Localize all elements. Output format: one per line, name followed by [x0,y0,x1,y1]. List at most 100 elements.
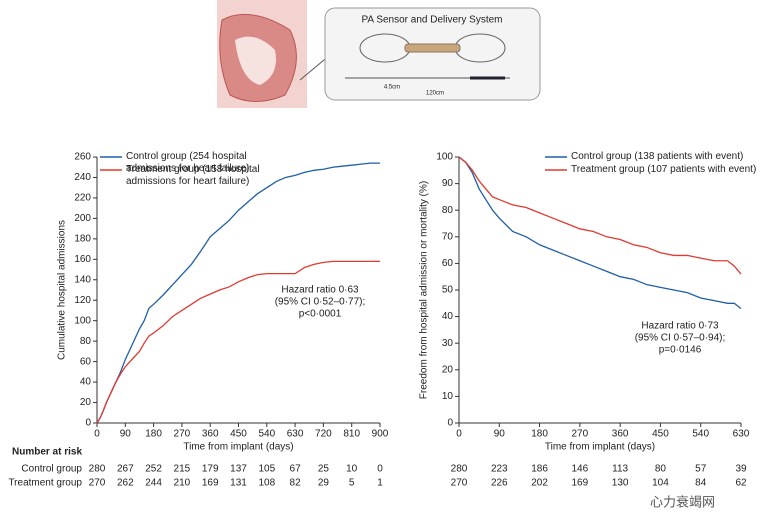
y-tick-label: 30 [442,338,454,349]
y-tick-label: 0 [447,418,453,429]
x-tick-label: 180 [145,429,162,440]
y-tick-label: 70 [442,231,454,242]
y-tick-label: 100 [74,315,91,326]
risk-count: 0 [377,464,383,475]
y-tick-label: 60 [80,356,92,367]
x-tick-label: 270 [572,429,589,440]
data-line [96,162,380,424]
risk-count: 179 [202,464,219,475]
annotation: (95% CI 0·52–0·77); [275,297,366,308]
x-tick-label: 0 [94,429,100,440]
x-tick-label: 270 [174,429,191,440]
illustration: PA Sensor and Delivery System 4.5cm 120c… [217,0,541,108]
sensor [404,43,461,53]
risk-count: 270 [89,478,106,489]
annotation: Hazard ratio 0·63 [281,285,359,296]
y-tick-label: 50 [442,285,454,296]
risk-count: 280 [89,464,106,475]
x-axis-label: Time from implant (days) [183,442,293,453]
x-tick-label: 0 [456,429,462,440]
x-tick-label: 540 [258,429,275,440]
risk-count: 169 [572,478,589,489]
y-tick-label: 80 [80,336,92,347]
risk-count: 82 [290,478,302,489]
y-tick-label: 180 [74,233,91,244]
y-tick-label: 220 [74,193,91,204]
risk-count: 67 [290,464,302,475]
data-line [96,260,380,424]
heart-chamber [235,36,276,85]
risk-count: 186 [531,464,548,475]
risk-count: 226 [491,478,508,489]
risk-count: 57 [695,464,707,475]
legend-label: Control group (254 hospital admissions f… [126,151,250,174]
length-label: 120cm [426,91,444,97]
x-tick-label: 900 [372,429,389,440]
y-tick-label: 0 [85,418,91,429]
risk-count: 108 [258,478,275,489]
y-tick-label: 100 [436,152,453,163]
risk-count: 169 [202,478,219,489]
risk-group-label: Treatment group [8,478,82,489]
risk-count: 210 [174,478,191,489]
risk-count: 280 [451,464,468,475]
y-tick-label: 140 [74,274,91,285]
y-tick-label: 20 [442,364,454,375]
annotation: Hazard ratio 0·73 [641,321,719,332]
annotation: p<0·0001 [299,309,342,320]
risk-count: 39 [735,464,747,475]
risk-count: 244 [145,478,162,489]
x-tick-label: 360 [612,429,629,440]
y-tick-label: 240 [74,172,91,183]
x-tick-label: 540 [692,429,709,440]
illustration-title: PA Sensor and Delivery System [362,15,503,26]
legend-label: Treatment group (158 hospital admissions… [126,164,260,187]
legend-label: Treatment group (107 patients with event… [571,164,757,175]
risk-count: 80 [655,464,667,475]
y-tick-label: 90 [442,178,454,189]
risk-count: 137 [230,464,247,475]
y-tick-label: 20 [80,397,92,408]
x-tick-label: 630 [733,429,750,440]
x-tick-label: 720 [315,429,332,440]
risk-count: 113 [612,464,628,475]
risk-count: 202 [531,478,548,489]
x-tick-label: 360 [202,429,219,440]
x-tick-label: 450 [652,429,669,440]
length-label: 4.5cm [384,85,400,91]
risk-count: 262 [117,478,134,489]
y-tick-label: 160 [74,254,91,265]
risk-title: Number at risk [12,447,82,458]
y-tick-label: 200 [74,213,91,224]
y-tick-label: 40 [442,311,454,322]
risk-count: 84 [695,478,707,489]
data-line [458,156,742,310]
x-tick-label: 90 [120,429,132,440]
risk-count: 104 [652,478,669,489]
risk-count: 252 [145,464,162,475]
risk-count: 62 [735,478,747,489]
x-axis-label: Time from implant (days) [545,442,655,453]
watermark: 心力衰竭网 [650,494,715,509]
risk-count: 130 [612,478,629,489]
risk-count: 29 [318,478,330,489]
risk-count: 105 [258,464,275,475]
annotation: p=0·0146 [659,345,702,356]
x-tick-label: 180 [531,429,548,440]
risk-count: 5 [349,478,355,489]
risk-group-label: Control group [21,464,82,475]
annotation: (95% CI 0·57–0·94); [635,333,726,344]
y-tick-label: 260 [74,152,91,163]
data-line [458,156,742,275]
risk-count: 146 [572,464,589,475]
y-tick-label: 80 [442,205,454,216]
y-axis-label: Cumulative hospital admissions [57,220,68,360]
y-tick-label: 40 [80,377,92,388]
risk-count: 270 [451,478,468,489]
y-axis-label: Freedom from hospital admission or morta… [419,181,430,399]
x-tick-label: 810 [343,429,360,440]
risk-count: 1 [377,478,383,489]
y-tick-label: 120 [74,295,91,306]
